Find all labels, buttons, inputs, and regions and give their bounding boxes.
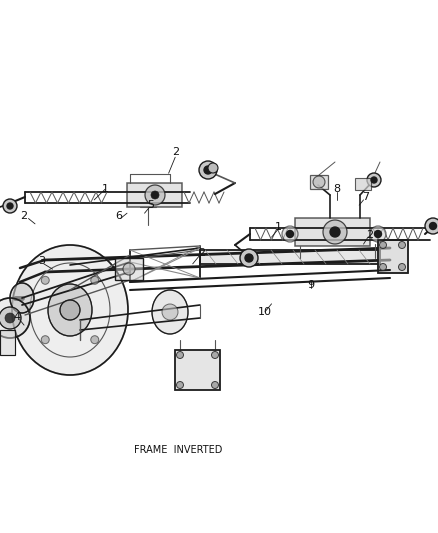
Circle shape [204,166,212,174]
Circle shape [367,173,381,187]
Bar [175,350,220,390]
Circle shape [240,249,258,267]
Circle shape [151,191,159,199]
Circle shape [5,313,15,323]
Circle shape [41,276,49,284]
Bar [0,330,15,355]
Circle shape [162,304,178,320]
Circle shape [145,185,165,205]
Circle shape [313,176,325,188]
Circle shape [7,203,13,209]
Circle shape [282,226,298,242]
Text: 6: 6 [116,211,123,221]
Bar [200,250,380,264]
Bar [310,175,328,189]
Circle shape [425,218,438,234]
Bar [115,258,143,280]
Text: 5: 5 [148,200,155,210]
Circle shape [91,276,99,284]
Text: 1: 1 [102,184,109,194]
Circle shape [212,382,219,389]
Circle shape [399,241,406,248]
Circle shape [212,351,219,359]
Circle shape [123,263,135,275]
Ellipse shape [10,283,34,313]
Text: 2: 2 [21,211,28,221]
Circle shape [286,230,293,238]
Circle shape [379,241,386,248]
Circle shape [199,161,217,179]
Circle shape [91,336,99,344]
Circle shape [430,222,437,230]
Bar [295,218,370,246]
Text: 3: 3 [38,256,45,266]
Text: 2: 2 [172,147,179,157]
Text: 2: 2 [198,248,205,258]
Circle shape [245,254,253,262]
Circle shape [208,163,218,173]
Text: FRAME  INVERTED: FRAME INVERTED [134,446,222,455]
Ellipse shape [48,284,92,336]
Circle shape [370,226,386,242]
Circle shape [0,307,21,329]
Circle shape [177,351,184,359]
Text: 2: 2 [367,230,374,239]
Text: 8: 8 [334,184,341,194]
Bar [0,330,15,355]
Circle shape [60,300,80,320]
Circle shape [0,298,30,338]
Bar [378,240,408,273]
Ellipse shape [12,245,128,375]
Bar [127,183,182,207]
Bar [378,240,408,273]
Text: 1: 1 [275,222,282,231]
Text: 10: 10 [258,307,272,317]
Circle shape [374,230,381,238]
Circle shape [399,263,406,271]
Circle shape [330,227,340,237]
Text: 9: 9 [307,280,314,290]
Circle shape [3,199,17,213]
Text: 4: 4 [13,312,20,322]
Ellipse shape [152,290,188,334]
Bar [115,258,143,280]
Circle shape [177,382,184,389]
Bar [175,350,220,390]
Circle shape [323,220,347,244]
Bar [200,250,380,264]
Circle shape [379,263,386,271]
Circle shape [41,336,49,344]
Text: 7: 7 [362,192,369,202]
Bar [355,178,371,190]
Circle shape [371,177,377,183]
